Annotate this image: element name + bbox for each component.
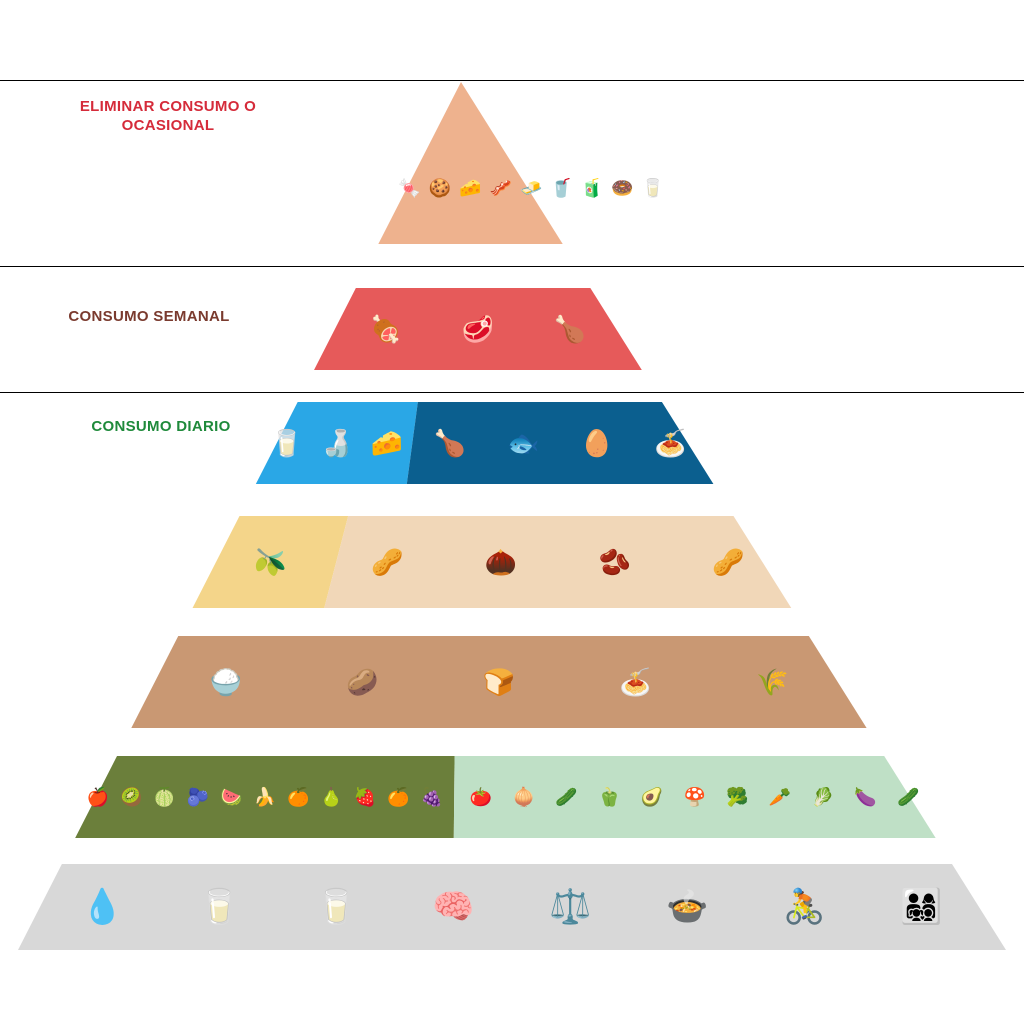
food-icon: 🍐 — [320, 788, 342, 806]
food-icon: 🍇 — [421, 788, 443, 806]
food-icon: 🥒 — [897, 788, 919, 806]
food-icon: 🥜 — [712, 549, 744, 575]
food-icon: 🥛 — [198, 890, 240, 924]
food-icon: 🫐 — [187, 788, 209, 806]
food-icon: 🍶 — [321, 430, 353, 456]
tier-icons-daily-protein-0: 🥛 🍶 🧀 — [266, 410, 408, 476]
food-icon: 🍌 — [254, 788, 276, 806]
food-icon: 🍊 — [287, 788, 309, 806]
food-icon: 🍬 — [398, 179, 420, 197]
tier-icons-base-lifestyle: 💧 🥛 🥛 🧠 ⚖️ 🍲 🚴 👨‍👩‍👧‍👦 — [48, 872, 976, 942]
food-icon: 🍅 — [470, 788, 492, 806]
tier-icons-daily-fruit-veg-1: 🍅 🧅 🥒 🫑 🥑 🍄 🥦 🥕 🥬 🍆 🥒 — [464, 764, 926, 830]
food-icon: 🍝 — [654, 430, 686, 456]
food-icon: 🥚 — [581, 430, 613, 456]
food-icon: 🍆 — [854, 788, 876, 806]
food-icon: 🥛 — [271, 430, 303, 456]
food-icon: 🥝 — [120, 788, 142, 806]
food-icon: 🍊 — [387, 788, 409, 806]
food-icon: 🫑 — [598, 788, 620, 806]
food-icon: 🍗 — [433, 430, 465, 456]
food-icon: 🥤 — [550, 179, 572, 197]
food-icon: ⚖️ — [549, 890, 591, 924]
food-icon: 🥒 — [555, 788, 577, 806]
tier-icons-daily-fats-nuts-0: 🫒 — [203, 524, 339, 600]
food-icon: 🧅 — [513, 788, 535, 806]
food-icon: 🌰 — [485, 549, 517, 575]
food-icon: 🥑 — [641, 788, 663, 806]
food-icon: 🧀 — [371, 430, 403, 456]
food-icon: 💧 — [81, 890, 123, 924]
food-icon: 🍎 — [87, 788, 109, 806]
food-pyramid-stage: ELIMINAR CONSUMO O OCASIONAL CONSUMO SEM… — [0, 0, 1024, 1024]
food-icon: 🥬 — [812, 788, 834, 806]
food-icon: 🧃 — [581, 179, 603, 197]
food-icon: 👨‍👩‍👧‍👦 — [900, 890, 942, 924]
food-icon: 🍓 — [354, 788, 376, 806]
food-icon: 🍄 — [683, 788, 705, 806]
food-icon: 🍗 — [554, 316, 586, 342]
food-icon: 🫒 — [254, 549, 286, 575]
food-icon: 🧈 — [520, 179, 542, 197]
food-icon: 🚴 — [783, 890, 825, 924]
food-icon: 🥔 — [346, 669, 378, 695]
food-icon: 🥕 — [769, 788, 791, 806]
food-icon: 🍚 — [209, 669, 241, 695]
food-icon: 🍝 — [619, 669, 651, 695]
tier-icons-daily-protein-1: 🍗 🐟 🥚 🍝 — [417, 410, 704, 476]
food-icon: 🥓 — [490, 179, 512, 197]
tier-icons-daily-fruit-veg-0: 🍎 🥝 🍈 🫐 🍉 🍌 🍊 🍐 🍓 🍊 🍇 — [85, 764, 444, 830]
food-icon: 🍲 — [666, 890, 708, 924]
food-icon: 🐟 — [507, 430, 539, 456]
tier-icons-weekly-meat: 🍖 🥩 🍗 — [344, 296, 612, 362]
food-icon: 🍉 — [220, 788, 242, 806]
food-icon: 🍩 — [611, 179, 633, 197]
food-icon: 🧀 — [459, 179, 481, 197]
food-icon: 🍖 — [370, 316, 402, 342]
food-icon: 🥛 — [315, 890, 357, 924]
food-icon: 🥜 — [371, 549, 403, 575]
food-icon: 🍈 — [153, 788, 175, 806]
food-icon: 🥛 — [642, 179, 664, 197]
tier-icons-top-occasional: 🍬🍪🧀🥓🧈🥤🧃🍩🥛 — [398, 139, 542, 238]
tier-icons-daily-fats-nuts-1: 🥜 🌰 🫘 🥜 — [334, 524, 781, 600]
food-icon: 🍞 — [483, 669, 515, 695]
food-icon: 🍪 — [429, 179, 451, 197]
food-icon: 🧠 — [432, 890, 474, 924]
food-icon: 🫘 — [598, 549, 630, 575]
food-icon: 🥩 — [462, 316, 494, 342]
food-icon: 🌾 — [756, 669, 788, 695]
tier-icons-daily-carbs: 🍚 🥔 🍞 🍝 🌾 — [161, 644, 836, 720]
food-icon: 🥦 — [726, 788, 748, 806]
